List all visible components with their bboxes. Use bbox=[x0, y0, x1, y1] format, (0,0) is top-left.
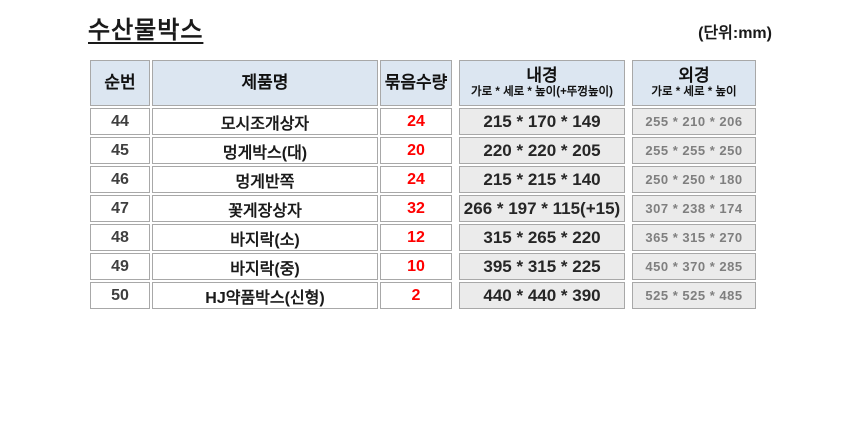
row-spacer bbox=[454, 253, 457, 280]
row-qty-cell: 24 bbox=[380, 108, 452, 135]
row-product-cell: 바지락(중) bbox=[152, 253, 378, 280]
header-inner-subtitle: 가로 * 세로 * 높이(+뚜껑높이) bbox=[471, 85, 613, 98]
header-outer: 외경 가로 * 세로 * 높이 bbox=[632, 60, 756, 106]
row-product-cell: HJ약품박스(신형) bbox=[152, 282, 378, 309]
row-inner-dim-cell: 315 * 265 * 220 bbox=[459, 224, 625, 251]
row-product-cell: 멍게반쪽 bbox=[152, 166, 378, 193]
row-product-cell: 꽃게장상자 bbox=[152, 195, 378, 222]
header-inner: 내경 가로 * 세로 * 높이(+뚜껑높이) bbox=[459, 60, 625, 106]
row-outer-dim-cell: 525 * 525 * 485 bbox=[632, 282, 756, 309]
row-qty-cell: 2 bbox=[380, 282, 452, 309]
table-row: 47 꽃게장상자 32 266 * 197 * 115(+15) 307 * 238 *… bbox=[90, 195, 756, 222]
row-spacer bbox=[627, 108, 630, 135]
row-no-cell: 47 bbox=[90, 195, 150, 222]
row-inner-dim-cell: 395 * 315 * 225 bbox=[459, 253, 625, 280]
row-no-cell: 49 bbox=[90, 253, 150, 280]
header-spacer bbox=[454, 60, 457, 106]
row-inner-dim-cell: 220 * 220 * 205 bbox=[459, 137, 625, 164]
row-spacer bbox=[454, 137, 457, 164]
row-spacer bbox=[627, 282, 630, 309]
table-row: 45 멍게박스(대) 20 220 * 220 * 205 255 * 255 * 25… bbox=[90, 137, 756, 164]
table-row: 44 모시조개상자 24 215 * 170 * 149 255 * 210 * 206 bbox=[90, 108, 756, 135]
table-row: 46 멍게반쪽 24 215 * 215 * 140 250 * 250 * 180 bbox=[90, 166, 756, 193]
row-outer-dim-cell: 365 * 315 * 270 bbox=[632, 224, 756, 251]
table-row: 50 HJ약품박스(신형) 2 440 * 440 * 390 525 * 525 * … bbox=[90, 282, 756, 309]
header-qty: 묶음수량 bbox=[380, 60, 452, 106]
row-no-cell: 48 bbox=[90, 224, 150, 251]
row-spacer bbox=[454, 108, 457, 135]
row-spacer bbox=[454, 282, 457, 309]
product-spec-table: 순번 제품명 묶음수량 내경 가로 * 세로 * 높이(+뚜껑높이) 외경 가로… bbox=[88, 58, 758, 311]
row-spacer bbox=[627, 224, 630, 251]
header-row: 순번 제품명 묶음수량 내경 가로 * 세로 * 높이(+뚜껑높이) 외경 가로… bbox=[90, 60, 756, 106]
row-no-cell: 44 bbox=[90, 108, 150, 135]
row-product-cell: 멍게박스(대) bbox=[152, 137, 378, 164]
row-outer-dim-cell: 450 * 370 * 285 bbox=[632, 253, 756, 280]
table-header: 순번 제품명 묶음수량 내경 가로 * 세로 * 높이(+뚜껑높이) 외경 가로… bbox=[90, 60, 756, 106]
row-outer-dim-cell: 255 * 210 * 206 bbox=[632, 108, 756, 135]
top-bar: 수산물박스 (단위:mm) bbox=[88, 10, 772, 45]
row-spacer bbox=[627, 166, 630, 193]
row-spacer bbox=[454, 166, 457, 193]
unit-label: (단위:mm) bbox=[698, 25, 772, 42]
row-qty-cell: 24 bbox=[380, 166, 452, 193]
header-no: 순번 bbox=[90, 60, 150, 106]
row-inner-dim-cell: 215 * 215 * 140 bbox=[459, 166, 625, 193]
table-row: 48 바지락(소) 12 315 * 265 * 220 365 * 315 * 270 bbox=[90, 224, 756, 251]
row-qty-cell: 10 bbox=[380, 253, 452, 280]
header-inner-title: 내경 bbox=[526, 66, 558, 86]
header-spacer bbox=[627, 60, 630, 106]
row-inner-dim-cell: 215 * 170 * 149 bbox=[459, 108, 625, 135]
row-qty-cell: 32 bbox=[380, 195, 452, 222]
row-qty-cell: 20 bbox=[380, 137, 452, 164]
header-qty-label: 묶음수량 bbox=[384, 73, 448, 93]
row-inner-dim-cell: 440 * 440 * 390 bbox=[459, 282, 625, 309]
row-no-cell: 45 bbox=[90, 137, 150, 164]
row-qty-cell: 12 bbox=[380, 224, 452, 251]
header-product-label: 제품명 bbox=[241, 73, 289, 93]
table-row: 49 바지락(중) 10 395 * 315 * 225 450 * 370 * 285 bbox=[90, 253, 756, 280]
row-no-cell: 46 bbox=[90, 166, 150, 193]
row-outer-dim-cell: 307 * 238 * 174 bbox=[632, 195, 756, 222]
row-product-cell: 모시조개상자 bbox=[152, 108, 378, 135]
row-inner-dim-cell: 266 * 197 * 115(+15) bbox=[459, 195, 625, 222]
table-body: 44 모시조개상자 24 215 * 170 * 149 255 * 210 * 206… bbox=[90, 108, 756, 309]
row-no-cell: 50 bbox=[90, 282, 150, 309]
header-no-label: 순번 bbox=[104, 73, 136, 93]
row-spacer bbox=[454, 224, 457, 251]
row-product-cell: 바지락(소) bbox=[152, 224, 378, 251]
header-outer-subtitle: 가로 * 세로 * 높이 bbox=[651, 85, 737, 98]
row-spacer bbox=[627, 195, 630, 222]
header-outer-title: 외경 bbox=[678, 66, 710, 86]
page-title: 수산물박스 bbox=[88, 17, 204, 44]
header-product: 제품명 bbox=[152, 60, 378, 106]
row-outer-dim-cell: 250 * 250 * 180 bbox=[632, 166, 756, 193]
row-outer-dim-cell: 255 * 255 * 250 bbox=[632, 137, 756, 164]
row-spacer bbox=[454, 195, 457, 222]
row-spacer bbox=[627, 137, 630, 164]
row-spacer bbox=[627, 253, 630, 280]
